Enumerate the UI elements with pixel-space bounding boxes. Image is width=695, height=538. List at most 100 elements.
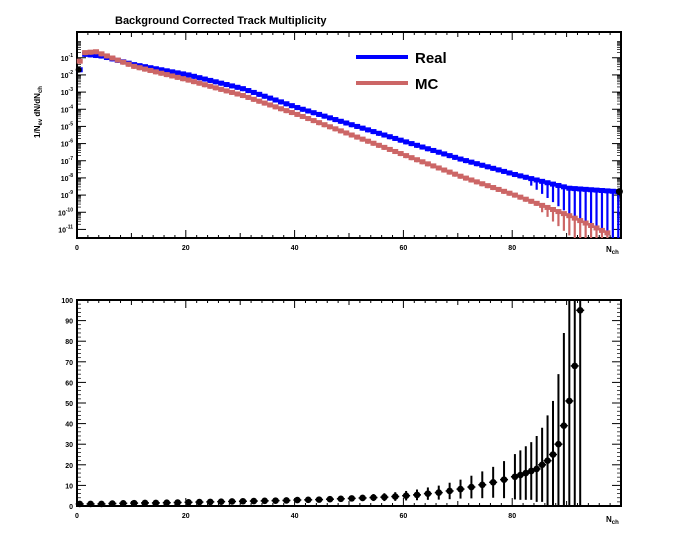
data-point bbox=[142, 66, 148, 72]
data-point bbox=[598, 227, 605, 233]
data-point bbox=[87, 49, 94, 55]
bottom-x-tick-label: 0 bbox=[75, 513, 79, 520]
data-point bbox=[201, 82, 208, 88]
ratio-point bbox=[163, 499, 171, 507]
data-point bbox=[245, 94, 252, 100]
data-point bbox=[120, 59, 127, 65]
data-point bbox=[343, 130, 350, 136]
ratio-point bbox=[571, 362, 579, 370]
series-mc bbox=[76, 49, 611, 238]
ratio-point bbox=[500, 476, 508, 483]
bottom-y-tick-label: 40 bbox=[65, 422, 73, 429]
data-point bbox=[152, 66, 159, 72]
bottom-y-tick-label: 30 bbox=[65, 442, 73, 449]
data-point bbox=[256, 91, 263, 97]
data-point bbox=[468, 177, 475, 183]
data-point bbox=[337, 128, 344, 134]
ratio-point bbox=[76, 500, 84, 508]
data-point bbox=[506, 190, 513, 196]
data-point bbox=[501, 188, 508, 194]
data-point bbox=[239, 86, 246, 92]
bottom-frame bbox=[76, 299, 622, 507]
data-point bbox=[424, 146, 431, 152]
ratio-point bbox=[413, 491, 421, 499]
data-point bbox=[566, 213, 573, 219]
data-point bbox=[337, 118, 344, 124]
data-point bbox=[457, 173, 464, 179]
data-point bbox=[93, 52, 100, 58]
data-point bbox=[218, 86, 225, 92]
data-point bbox=[598, 188, 605, 194]
top-x-tick-label: 40 bbox=[291, 245, 299, 252]
data-point bbox=[386, 134, 393, 140]
ratio-point bbox=[87, 500, 94, 508]
data-point bbox=[462, 158, 469, 164]
ratio-point bbox=[294, 496, 301, 504]
data-point bbox=[316, 120, 323, 126]
data-point bbox=[511, 192, 518, 198]
bottom-y-tick-label: 90 bbox=[65, 319, 73, 326]
data-point bbox=[506, 170, 513, 176]
data-point bbox=[212, 79, 219, 85]
data-point bbox=[588, 187, 595, 193]
data-point bbox=[163, 72, 170, 78]
data-point bbox=[218, 80, 225, 86]
data-point bbox=[544, 204, 551, 210]
data-point bbox=[234, 84, 241, 90]
data-point bbox=[386, 146, 393, 152]
bottom-y-tick-label: 100 bbox=[61, 298, 73, 305]
data-point bbox=[473, 161, 480, 167]
data-point bbox=[403, 139, 410, 145]
data-point bbox=[76, 58, 83, 64]
data-point bbox=[98, 51, 105, 57]
bottom-x-axis-label: Nch bbox=[606, 515, 619, 526]
data-point bbox=[484, 164, 491, 170]
top-y-tick-label: 10-7 bbox=[61, 156, 73, 166]
data-point bbox=[490, 165, 497, 171]
ratio-point bbox=[381, 493, 388, 501]
data-point bbox=[430, 163, 437, 169]
top-y-tick-label: 10-8 bbox=[61, 173, 73, 183]
ratio-point bbox=[424, 490, 432, 497]
data-point bbox=[555, 182, 562, 188]
data-point bbox=[299, 113, 306, 119]
data-point bbox=[452, 154, 459, 160]
data-point bbox=[571, 186, 578, 192]
ratio-point bbox=[402, 492, 410, 500]
data-point bbox=[147, 65, 154, 71]
ratio-point bbox=[152, 499, 160, 507]
ratio-point bbox=[468, 483, 475, 491]
data-point bbox=[582, 186, 589, 192]
bottom-x-tick-label: 80 bbox=[508, 513, 516, 520]
bottom-series bbox=[75, 300, 585, 508]
data-point bbox=[234, 91, 241, 97]
ratio-point bbox=[544, 457, 551, 464]
data-point bbox=[539, 202, 546, 208]
data-point bbox=[560, 184, 567, 190]
data-point bbox=[517, 173, 524, 179]
data-point bbox=[403, 153, 410, 159]
data-point bbox=[604, 188, 611, 194]
bottom-panel: 0 20 40 60 80 0 10 20 30 40 50 60 70 80 90 100 Nch bbox=[61, 298, 622, 526]
bottom-y-tick-label: 60 bbox=[65, 380, 73, 387]
data-point bbox=[528, 176, 535, 182]
data-point bbox=[457, 156, 464, 162]
data-point bbox=[294, 105, 301, 111]
data-point bbox=[424, 161, 431, 167]
data-point bbox=[223, 82, 230, 88]
ratio-point bbox=[435, 489, 443, 496]
data-point bbox=[533, 200, 540, 206]
data-point bbox=[517, 194, 524, 200]
data-point bbox=[278, 99, 284, 105]
data-point bbox=[522, 196, 529, 202]
top-y-tick-label: 10-5 bbox=[61, 121, 73, 131]
data-point bbox=[250, 89, 257, 95]
data-point bbox=[316, 111, 323, 117]
data-point bbox=[484, 183, 491, 189]
data-point bbox=[550, 207, 556, 213]
data-point bbox=[533, 177, 540, 183]
legend-mc-label: MC bbox=[415, 76, 438, 93]
data-point bbox=[446, 169, 453, 175]
top-axes: 0 20 40 60 80 10-1 10-2 10-3 10-4 10-5 10-6 10-7 10-… bbox=[58, 31, 622, 252]
data-point bbox=[359, 125, 366, 131]
